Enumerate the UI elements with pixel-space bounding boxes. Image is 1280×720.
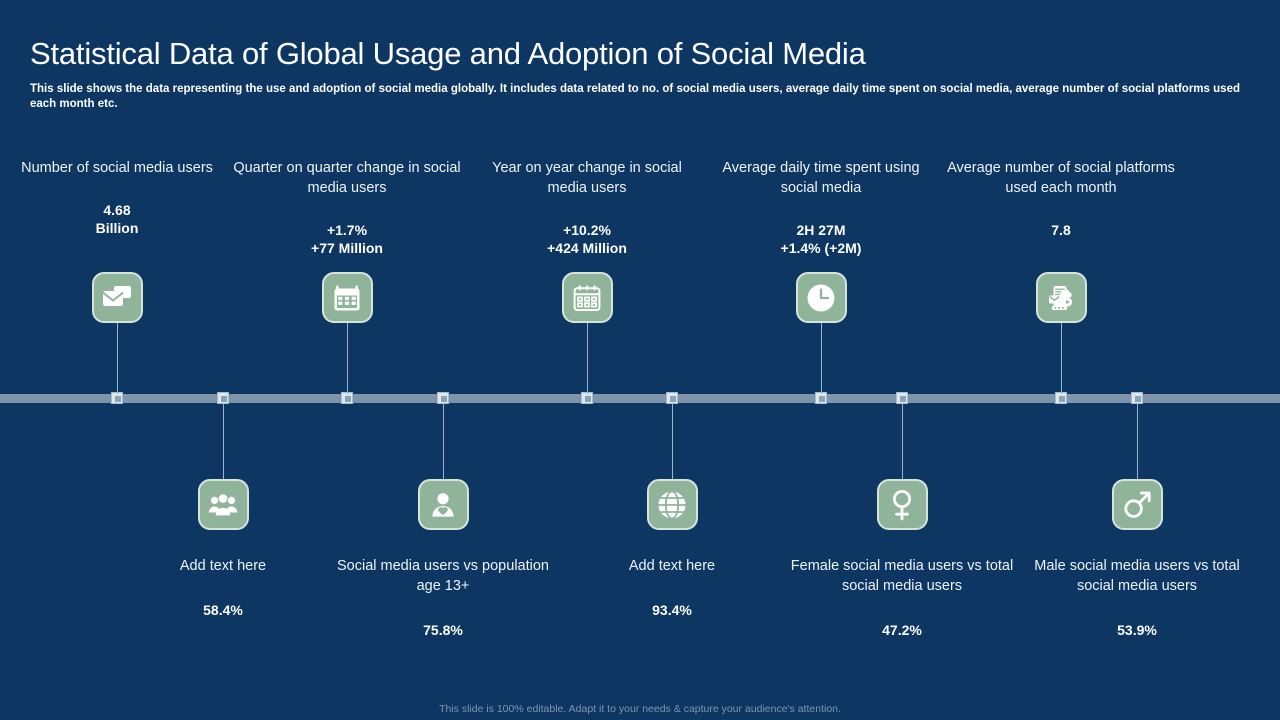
- top-stat-value-primary: +10.2%: [563, 222, 611, 238]
- bottom-stat-3: Add text here 93.4%: [557, 556, 787, 618]
- axis-marker: [896, 392, 908, 404]
- male-symbol-icon: [1122, 490, 1152, 520]
- connector-bottom-2: [442, 403, 444, 479]
- bottom-stat-value: 53.9%: [1117, 622, 1157, 638]
- connector-top-1: [116, 323, 118, 394]
- top-stat-3: Year on year change in social media user…: [472, 158, 702, 257]
- calendar-outline-icon: [573, 284, 601, 312]
- bottom-stat-2: Social media users vs population age 13+…: [328, 556, 558, 638]
- top-stat-1: Number of social media users 4.68 Billion: [2, 158, 232, 237]
- top-stat-value: 4.68 Billion: [2, 201, 232, 237]
- connector-top-5: [1060, 323, 1062, 394]
- timeline-axis: [0, 394, 1280, 403]
- icon-tile[interactable]: [321, 272, 373, 323]
- footer-note: This slide is 100% editable. Adapt it to…: [439, 703, 841, 715]
- clock-icon: [806, 283, 836, 313]
- axis-marker-core: [345, 396, 351, 402]
- bottom-stat-heading: Female social media users vs total socia…: [790, 558, 1014, 594]
- envelope-icon: [102, 285, 132, 311]
- bottom-stat-value: 58.4%: [203, 602, 243, 618]
- axis-marker-core: [900, 396, 906, 402]
- connector-top-3: [586, 323, 588, 394]
- page-subtitle: This slide shows the data representing t…: [30, 83, 1240, 110]
- bottom-stat-4: Female social media users vs total socia…: [787, 556, 1017, 638]
- icon-tile[interactable]: [1035, 272, 1087, 323]
- axis-marker-core: [441, 396, 447, 402]
- bottom-stat-1: Add text here 58.4%: [108, 556, 338, 618]
- axis-marker-core: [1059, 396, 1065, 402]
- top-stat-value-primary: +1.7%: [326, 222, 368, 238]
- axis-marker-core: [221, 396, 227, 402]
- connector-top-2: [346, 323, 348, 394]
- axis-marker: [581, 392, 593, 404]
- top-stat-5: Average number of social platforms used …: [946, 158, 1176, 239]
- connector-bottom-4: [901, 403, 903, 479]
- top-stat-value: 2H 27M +1.4% (+2M): [706, 221, 936, 257]
- axis-marker: [217, 392, 229, 404]
- icon-tile[interactable]: [561, 272, 613, 323]
- female-symbol-icon: [889, 489, 915, 521]
- bottom-stat-value: 93.4%: [652, 602, 692, 618]
- axis-marker-core: [819, 396, 825, 402]
- globe-icon: [657, 490, 687, 520]
- top-stat-value: +10.2% +424 Million: [472, 221, 702, 257]
- top-stat-4: Average daily time spent using social me…: [706, 158, 936, 257]
- axis-marker-core: [585, 396, 591, 402]
- connector-bottom-1: [222, 403, 224, 479]
- icon-tile[interactable]: [876, 479, 928, 530]
- bottom-stat-heading: Social media users vs population age 13+: [337, 558, 549, 594]
- bottom-stat-heading: Add text here: [628, 558, 716, 574]
- top-stat-value-primary: 4.68: [103, 202, 131, 218]
- bottom-stat-heading: Add text here: [179, 558, 267, 574]
- top-stat-value-secondary: +77 Million: [311, 240, 383, 256]
- page-title: Statistical Data of Global Usage and Ado…: [30, 36, 866, 71]
- top-stat-value-secondary: Billion: [95, 220, 139, 236]
- bottom-stat-value: 75.8%: [423, 622, 463, 638]
- bottom-stat-5: Male social media users vs total social …: [1022, 556, 1252, 638]
- connector-top-4: [820, 323, 822, 394]
- person-heart-icon: [429, 491, 457, 519]
- axis-marker-core: [115, 396, 121, 402]
- top-stat-value: +1.7% +77 Million: [232, 221, 462, 257]
- icon-tile[interactable]: [1111, 479, 1163, 530]
- top-stat-value-secondary: +424 Million: [547, 240, 627, 256]
- bottom-stat-value: 47.2%: [882, 622, 922, 638]
- top-stat-2: Quarter on quarter change in social medi…: [232, 158, 462, 257]
- icon-tile[interactable]: [795, 272, 847, 323]
- top-stat-heading: Year on year change in social media user…: [492, 160, 682, 196]
- connector-bottom-3: [671, 403, 673, 479]
- icon-tile[interactable]: [646, 479, 698, 530]
- top-stat-heading: Number of social media users: [21, 160, 213, 176]
- top-stat-heading: Average daily time spent using social me…: [722, 160, 920, 196]
- people-group-icon: [208, 493, 238, 517]
- top-stat-heading: Quarter on quarter change in social medi…: [233, 160, 461, 196]
- social-apps-icon: [1046, 283, 1076, 313]
- top-stat-value: 7.8: [946, 221, 1176, 239]
- axis-marker-core: [670, 396, 676, 402]
- icon-tile[interactable]: [197, 479, 249, 530]
- top-stat-value-secondary: +1.4% (+2M): [780, 240, 862, 256]
- connector-bottom-5: [1136, 403, 1138, 479]
- top-stat-value-primary: 7.8: [1051, 222, 1071, 238]
- axis-marker-core: [1135, 396, 1141, 402]
- icon-tile[interactable]: [417, 479, 469, 530]
- top-stat-value-primary: 2H 27M: [796, 222, 846, 238]
- icon-tile[interactable]: [91, 272, 143, 323]
- top-stat-heading: Average number of social platforms used …: [947, 160, 1175, 196]
- calendar-filled-icon: [333, 284, 361, 312]
- bottom-stat-heading: Male social media users vs total social …: [1034, 558, 1240, 594]
